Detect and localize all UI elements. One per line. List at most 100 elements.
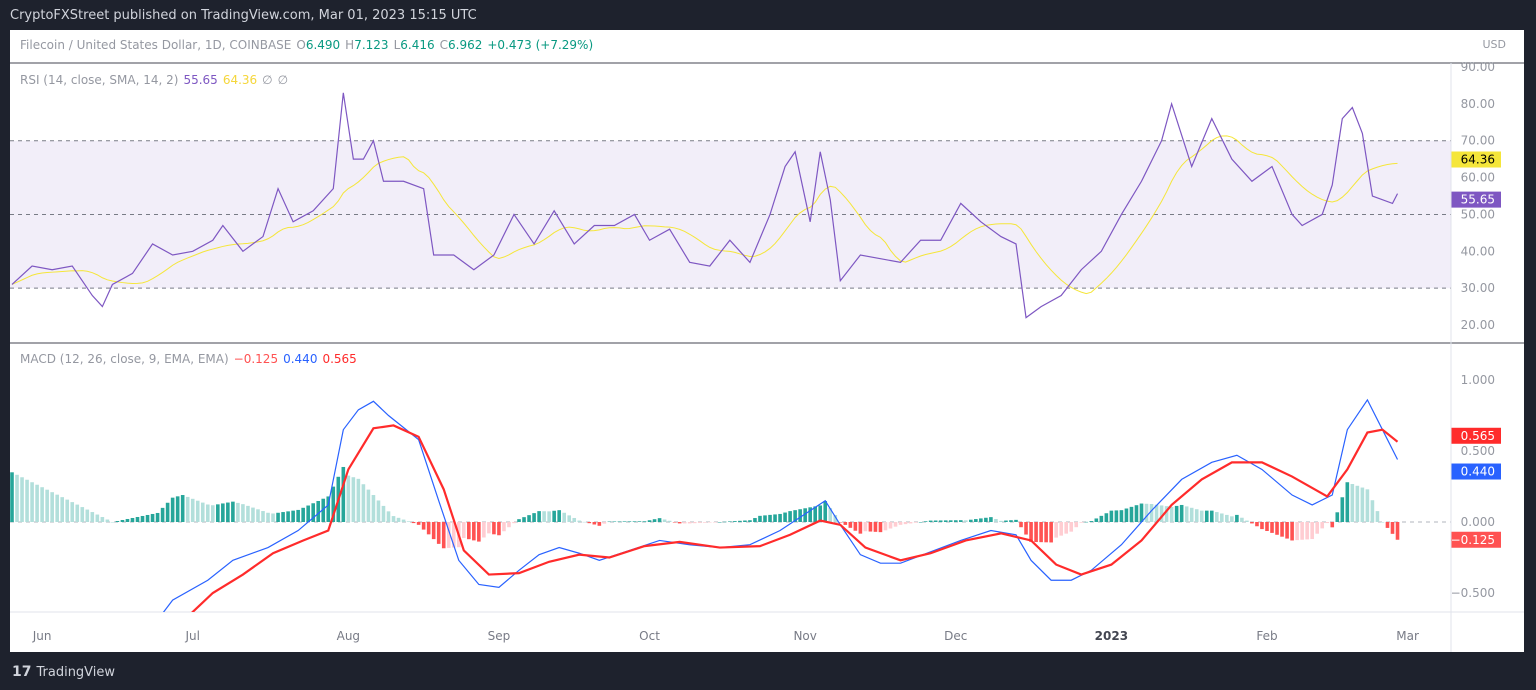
macd-histogram-bar [446,522,451,548]
macd-histogram-bar [863,522,868,532]
macd-histogram-bar [65,499,70,522]
macd-histogram-bar [391,516,396,522]
macd-histogram-bar [70,502,75,522]
macd-histogram-bar [190,498,195,522]
macd-histogram-bar [436,522,441,544]
macd-histogram-bar [236,502,240,522]
macd-histogram-bar [1194,509,1199,522]
macd-histogram-bar [60,497,64,522]
change-value: +0.473 (+7.29%) [487,38,594,52]
rsi-legend[interactable]: RSI (14, close, SMA, 14, 2) 55.65 64.36 ∅ ∅ [20,73,293,87]
macd-histogram-bar [1370,500,1375,522]
macd-hist-price-label: −0.125 [1451,533,1495,547]
macd-histogram-bar [386,511,391,522]
macd-histogram-bar [1114,510,1119,522]
macd-histogram-bar [507,522,511,528]
rsi-na-1: ∅ [262,73,273,87]
macd-histogram-bar [853,522,858,531]
publisher-line: CryptoFXStreet published on TradingView.… [10,8,477,23]
macd-histogram-bar [1124,508,1129,522]
macd-histogram-bar [948,520,953,522]
macd-histogram-bar [883,522,888,531]
macd-histogram-bar [1305,522,1309,540]
macd-histogram-bar [964,520,968,522]
macd-histogram-bar [351,477,356,522]
macd-histogram-bar [75,504,80,522]
macd-histogram-bar [642,521,647,522]
macd-histogram-bar [1275,522,1279,535]
macd-histogram-bar [165,502,170,522]
macd-histogram-bar [145,514,150,522]
macd-histogram-bar [718,522,722,523]
macd-histogram-bar [567,515,572,522]
macd-histogram-bar [1350,484,1355,522]
macd-histogram-bar [738,520,742,522]
macd-histogram-bar [572,517,577,522]
macd-histogram-bar [878,522,883,533]
macd-histogram-bar [406,521,411,522]
macd-histogram-bar [170,497,175,522]
macd-histogram-bar [1325,522,1330,524]
time-axis-label: Oct [639,629,660,643]
macd-histogram-bar [1009,520,1013,522]
macd-histogram-bar [763,515,767,522]
macd-histogram-bar [140,515,145,522]
macd-histogram-bar [632,521,637,522]
macd-histogram-bar [1179,504,1184,522]
currency-label: USD [1482,38,1506,51]
macd-histogram-bar [697,522,702,523]
macd-histogram-bar [1094,518,1099,522]
tradingview-brand[interactable]: 17 TradingView [12,664,115,680]
macd-histogram-bar [1375,511,1380,522]
macd-legend[interactable]: MACD (12, 26, close, 9, EMA, EMA) −0.125 0… [20,352,362,366]
macd-signal-price-label: 0.565 [1461,429,1495,443]
macd-histogram-bar [1064,522,1068,534]
macd-histogram-bar [200,502,205,522]
macd-macd-price-tag [1451,463,1501,480]
rsi-legend-label: RSI (14, close, SMA, 14, 2) [20,73,179,87]
rsi-tick-label: 50.00 [1461,207,1495,221]
macd-line [162,398,1399,612]
macd-histogram-bar [1029,522,1033,542]
time-axis-label: Jul [184,629,199,643]
macd-histogram-bar [1215,512,1219,522]
macd-histogram-bar [416,522,421,525]
macd-histogram-bar [110,522,115,523]
macd-histogram-bar [125,518,130,522]
macd-histogram-bar [1054,522,1058,538]
macd-histogram-bar [833,515,838,522]
macd-histogram-bar [1049,522,1053,543]
macd-histogram-bar [1109,510,1114,522]
macd-histogram-bar [55,494,59,522]
time-axis-label: Jun [32,629,52,643]
macd-histogram-bar [542,511,546,522]
macd-histogram-bar [828,508,833,522]
macd-histogram-bar [868,522,873,532]
macd-histogram-bar [311,503,315,522]
macd-histogram-bar [467,522,471,540]
chart-canvas[interactable]: 90.00 80.00 70.00 60.00 50.00 40.00 30.00 20.00… [10,30,1524,652]
macd-histogram-bar [256,509,260,522]
macd-histogram-bar [1024,522,1028,535]
macd-histogram-bar [994,518,998,522]
rsi-tick-label: 90.00 [1461,60,1495,74]
macd-histogram-bar [50,492,54,522]
time-axis-label: Feb [1256,629,1277,643]
macd-histogram-bar [597,522,602,526]
macd-histogram-bar [1209,510,1214,522]
macd-histogram-bar [326,496,331,522]
macd-histogram-bar [979,518,983,522]
macd-histogram-bar [1134,505,1139,522]
macd-histogram-bar [843,522,848,525]
macd-histogram-bar [1285,522,1289,539]
macd-histogram-bar [421,522,426,530]
macd-histogram-bar [858,522,863,534]
macd-histogram-bar [893,522,898,527]
macd-histogram-bar [451,522,456,548]
macd-histogram-bar [707,522,712,523]
macd-histogram-bar [477,522,481,542]
macd-histogram-bar [1079,522,1084,523]
macd-histogram-bar [793,510,797,522]
macd-histogram-bar [155,512,160,522]
macd-histogram-bar [918,522,923,523]
